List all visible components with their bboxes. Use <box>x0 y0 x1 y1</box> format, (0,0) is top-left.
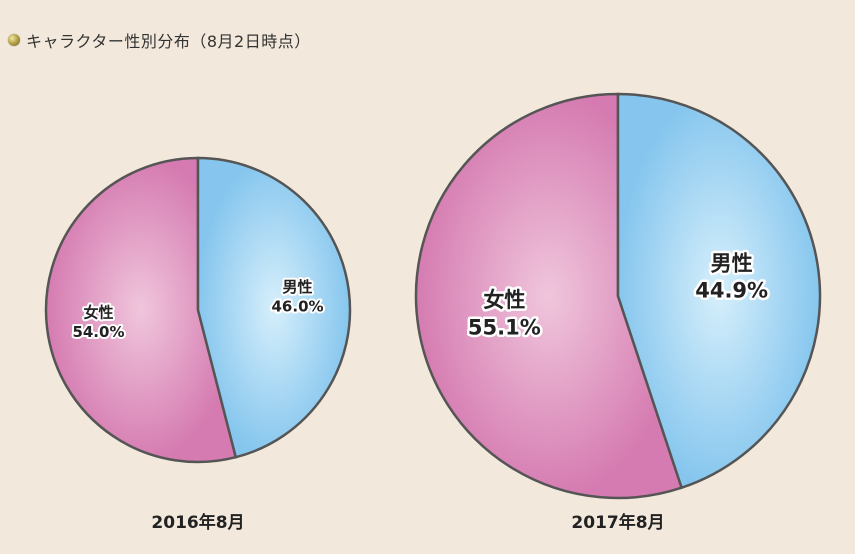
slice-value-label: 46.0% <box>272 298 324 316</box>
bullet-icon <box>8 34 20 46</box>
slice-value-label: 55.1% <box>468 315 541 339</box>
pie-slice-female <box>44 156 238 464</box>
chart-caption: 2017年8月 <box>571 512 664 533</box>
slice-value-label: 44.9% <box>695 279 768 303</box>
pie-slice-male <box>196 156 352 459</box>
pie-chart-1: 女性 55.1% 男性 44.9% 2017年8月 <box>414 92 822 533</box>
slice-name-label: 男性 <box>283 278 313 296</box>
chart-title: キャラクター性別分布（8月2日時点） <box>26 32 311 51</box>
slice-name-label: 女性 <box>483 288 525 312</box>
slice-name-label: 女性 <box>83 303 113 321</box>
chart-caption: 2016年8月 <box>151 512 244 533</box>
header: キャラクター性別分布（8月2日時点） <box>8 28 311 52</box>
slice-value-label: 54.0% <box>72 323 124 341</box>
pie-slice-male <box>616 92 822 490</box>
slice-name-label: 男性 <box>711 251 753 275</box>
pie-slice-female <box>414 92 684 500</box>
pie-chart-0: 女性 54.0% 男性 46.0% 2016年8月 <box>44 156 352 533</box>
